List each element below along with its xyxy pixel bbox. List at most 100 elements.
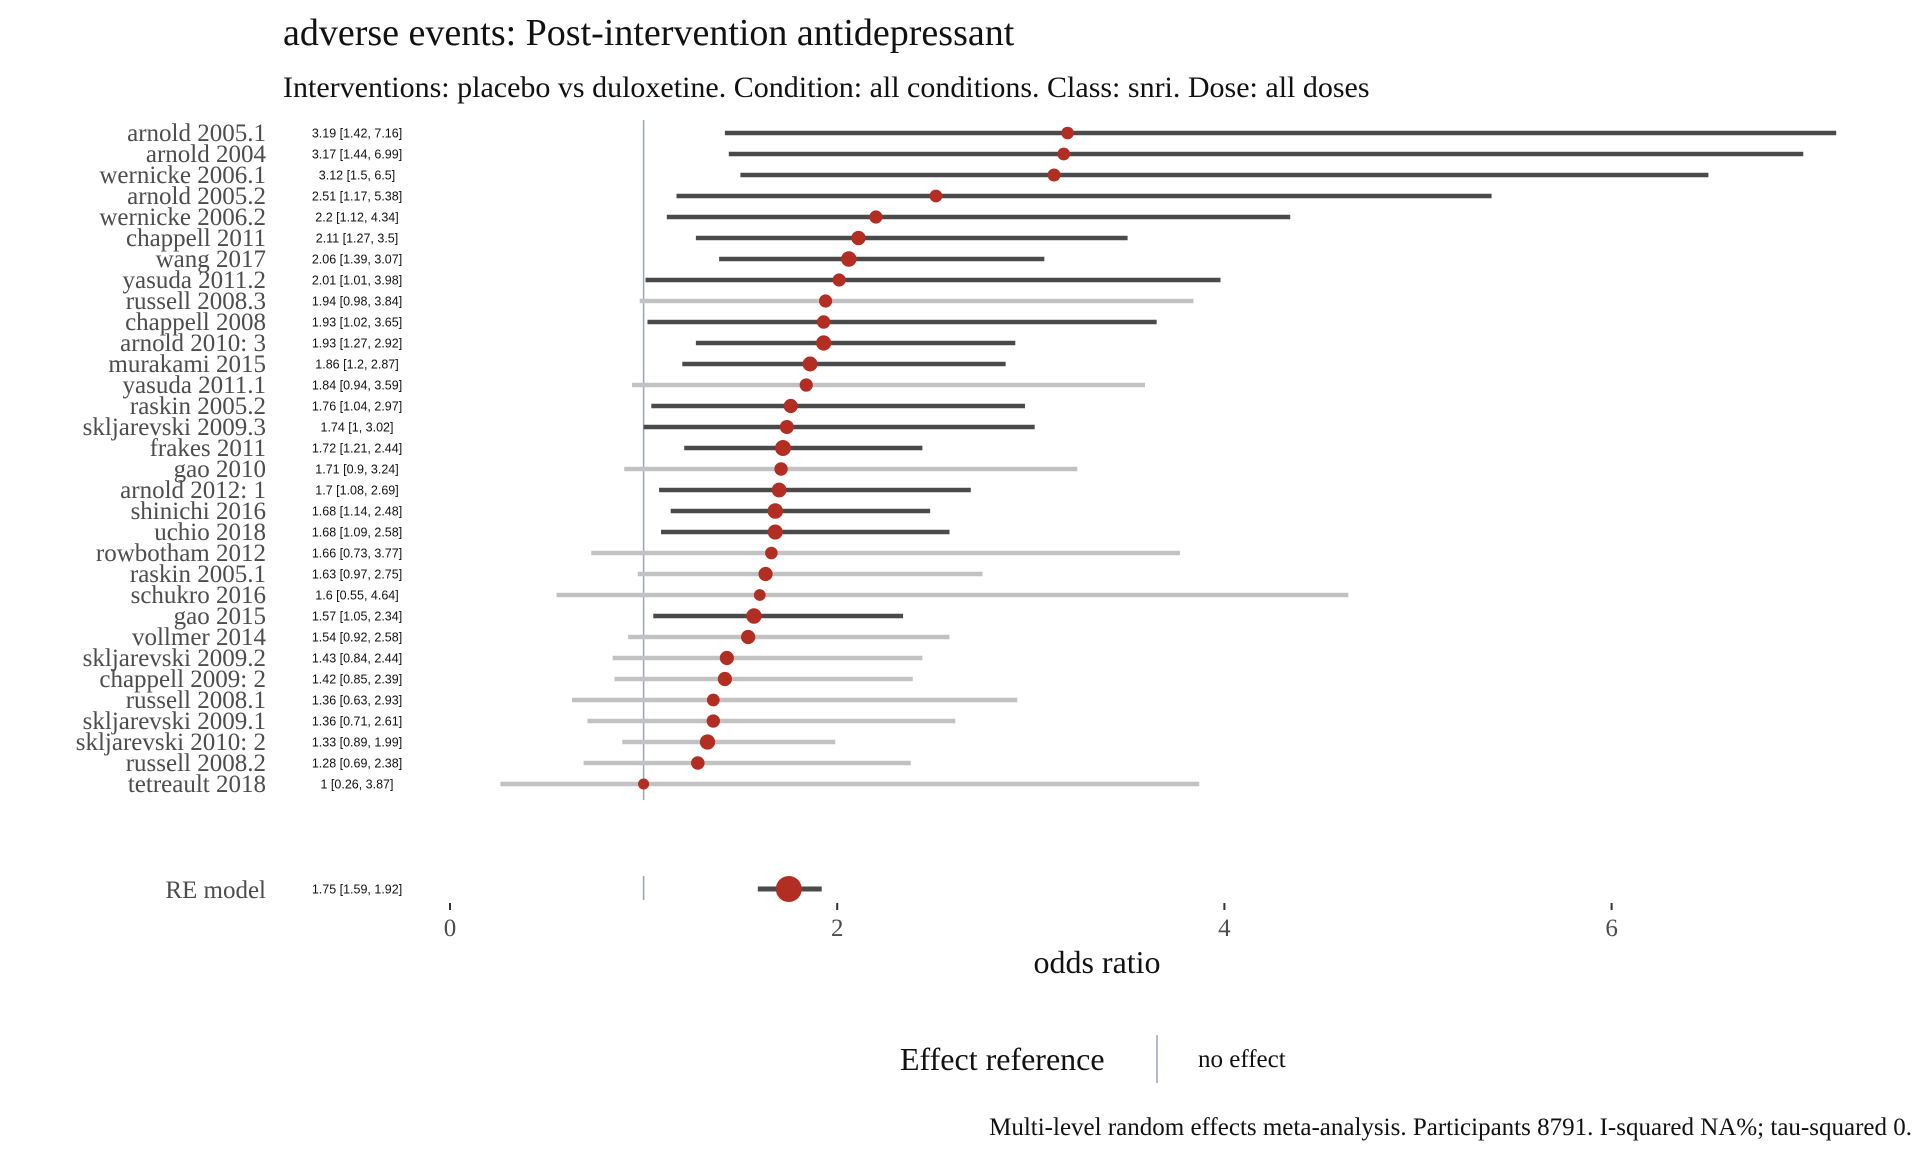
- study-label: uchio 2018: [154, 519, 266, 546]
- ci-text: 1.36 [0.71, 2.61]: [312, 715, 402, 729]
- study-row: skljarevski 2010: 2 1.33 [0.89, 1.99]: [76, 729, 836, 756]
- study-row: chappell 2011 2.11 [1.27, 3.5]: [126, 225, 1128, 252]
- study-row: yasuda 2011.1 1.84 [0.94, 3.59]: [123, 372, 1146, 399]
- effect-point: [774, 462, 788, 476]
- study-label: tetreault 2018: [128, 771, 266, 798]
- effect-point: [816, 315, 831, 329]
- effect-point: [706, 693, 720, 707]
- chart-title: adverse events: Post-intervention antide…: [283, 12, 1015, 54]
- x-tick-label: 6: [1605, 915, 1618, 942]
- study-row: skljarevski 2009.2 1.43 [0.84, 2.44]: [83, 645, 923, 672]
- ci-text: 1.68 [1.14, 2.48]: [312, 505, 402, 519]
- ci-text: 3.19 [1.42, 7.16]: [312, 127, 402, 141]
- ci-text: 1.28 [0.69, 2.38]: [312, 757, 402, 771]
- study-label: wernicke 2006.2: [99, 204, 266, 231]
- study-rows: arnold 2005.1 3.19 [1.42, 7.16]arnold 200…: [76, 120, 1837, 798]
- study-row: wernicke 2006.2 2.2 [1.12, 4.34]: [99, 204, 1291, 231]
- effect-point: [869, 210, 883, 224]
- study-label: skljarevski 2009.2: [83, 645, 266, 672]
- legend: Effect reference no effect: [900, 1035, 1286, 1083]
- x-tick-label: 4: [1218, 915, 1231, 942]
- x-tick-label: 2: [831, 915, 844, 942]
- legend-label: no effect: [1198, 1046, 1286, 1073]
- study-label: wernicke 2006.1: [99, 162, 266, 189]
- study-row: skljarevski 2009.1 1.36 [0.71, 2.61]: [83, 708, 956, 735]
- study-label: gao 2015: [174, 603, 266, 630]
- chart-caption: Multi-level random effects meta-analysis…: [989, 1114, 1912, 1141]
- ci-text: 1.63 [0.97, 2.75]: [312, 568, 402, 582]
- study-row: russell 2008.3 1.94 [0.98, 3.84]: [126, 288, 1194, 315]
- study-row: schukro 2016 1.6 [0.55, 4.64]: [131, 582, 1349, 609]
- effect-point: [753, 589, 766, 601]
- study-label: raskin 2005.2: [130, 393, 266, 420]
- effect-point: [929, 189, 943, 203]
- study-label: gao 2010: [174, 456, 266, 483]
- study-label: chappell 2009: 2: [99, 666, 266, 693]
- study-label: schukro 2016: [131, 582, 266, 609]
- ci-text: 1.36 [0.63, 2.93]: [312, 694, 402, 708]
- effect-point: [746, 608, 762, 624]
- effect-point: [699, 734, 716, 750]
- ci-text: 1.7 [1.08, 2.69]: [315, 484, 398, 498]
- effect-point: [767, 524, 783, 540]
- effect-point: [767, 503, 784, 519]
- ci-text: 1.74 [1, 3.02]: [321, 421, 394, 435]
- study-label: chappell 2008: [125, 309, 266, 336]
- study-row: tetreault 2018 1 [0.26, 3.87]: [128, 771, 1200, 798]
- ci-text: 1.42 [0.85, 2.39]: [312, 673, 402, 687]
- study-label: russell 2008.1: [126, 687, 266, 714]
- study-row: gao 2015 1.57 [1.05, 2.34]: [174, 603, 904, 630]
- study-label: murakami 2015: [108, 351, 266, 378]
- x-axis: 0 2 4 6: [444, 903, 1618, 942]
- ci-text: 2.06 [1.39, 3.07]: [312, 253, 402, 267]
- study-label: skljarevski 2009.1: [83, 708, 266, 735]
- effect-point: [741, 629, 756, 645]
- ci-text: 1.43 [0.84, 2.44]: [312, 652, 402, 666]
- ci-text: 2.51 [1.17, 5.38]: [312, 190, 402, 204]
- study-row: russell 2008.2 1.28 [0.69, 2.38]: [126, 750, 911, 777]
- pooled-label: RE model: [165, 877, 266, 904]
- ci-text: 1.72 [1.21, 2.44]: [312, 442, 402, 456]
- study-row: uchio 2018 1.68 [1.09, 2.58]: [154, 519, 950, 546]
- effect-point: [691, 756, 705, 770]
- ci-text: 1.33 [0.89, 1.99]: [312, 736, 402, 750]
- legend-title: Effect reference: [900, 1041, 1105, 1077]
- pooled-estimate: RE model 1.75 [1.59, 1.92]: [165, 876, 822, 904]
- study-row: murakami 2015 1.86 [1.2, 2.87]: [108, 351, 1006, 378]
- study-row: russell 2008.1 1.36 [0.63, 2.93]: [126, 687, 1018, 714]
- effect-point: [802, 356, 818, 372]
- study-row: arnold 2004 3.17 [1.44, 6.99]: [146, 141, 1804, 168]
- study-label: arnold 2004: [146, 141, 267, 168]
- study-row: yasuda 2011.2 2.01 [1.01, 3.98]: [123, 267, 1221, 294]
- study-row: raskin 2005.2 1.76 [1.04, 2.97]: [130, 393, 1025, 420]
- study-label: shinichi 2016: [131, 498, 266, 525]
- ci-text: 2.01 [1.01, 3.98]: [312, 274, 402, 288]
- effect-point: [706, 714, 720, 728]
- study-label: russell 2008.2: [126, 750, 266, 777]
- effect-point: [783, 398, 798, 414]
- ci-text: 1 [0.26, 3.87]: [321, 778, 394, 792]
- effect-point: [774, 439, 792, 457]
- effect-point: [771, 482, 787, 498]
- effect-point: [758, 566, 773, 582]
- study-row: gao 2010 1.71 [0.9, 3.24]: [174, 456, 1078, 483]
- effect-point: [816, 335, 832, 351]
- study-label: arnold 2012: 1: [120, 477, 266, 504]
- study-label: skljarevski 2009.3: [83, 414, 266, 441]
- effect-point: [779, 420, 794, 434]
- effect-point: [832, 273, 846, 287]
- ci-text: 1.76 [1.04, 2.97]: [312, 400, 402, 414]
- study-label: skljarevski 2010: 2: [76, 729, 266, 756]
- study-label: vollmer 2014: [132, 624, 267, 651]
- study-label: arnold 2005.2: [127, 183, 266, 210]
- ci-text: 1.71 [0.9, 3.24]: [315, 463, 398, 477]
- ci-text: 1.84 [0.94, 3.59]: [312, 379, 402, 393]
- ci-text: 2.11 [1.27, 3.5]: [316, 232, 398, 246]
- effect-point: [841, 251, 857, 267]
- study-label: rowbotham 2012: [96, 540, 266, 567]
- study-row: frakes 2011 1.72 [1.21, 2.44]: [150, 435, 923, 462]
- study-row: wernicke 2006.1 3.12 [1.5, 6.5]: [99, 162, 1709, 189]
- effect-point: [1057, 147, 1071, 161]
- study-label: raskin 2005.1: [130, 561, 266, 588]
- effect-point: [1047, 168, 1061, 182]
